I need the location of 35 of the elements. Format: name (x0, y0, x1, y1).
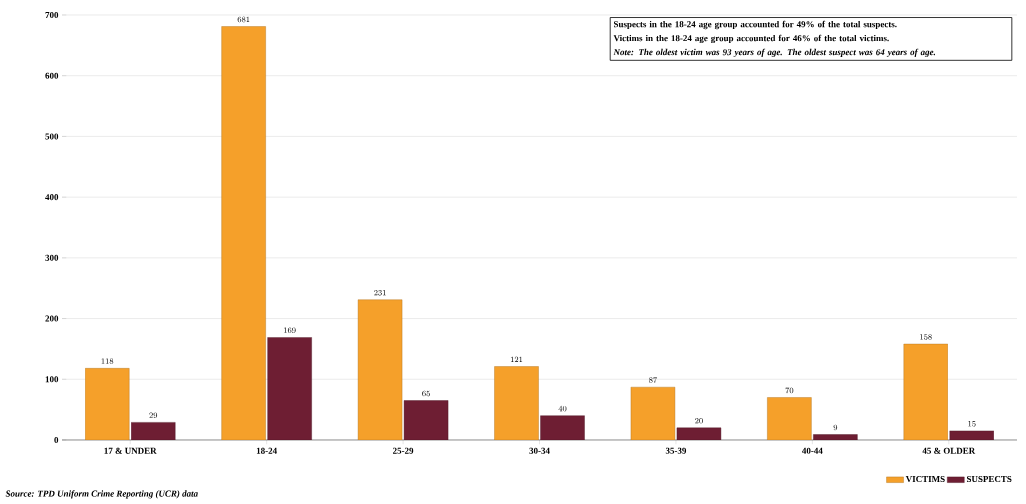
bar (267, 337, 312, 440)
y-tick-label: 600 (45, 72, 59, 79)
bar (767, 397, 812, 440)
bar (85, 368, 130, 440)
annotation: Victims in the 18-24 age group accounted for 46% of the total victims. (613, 34, 889, 44)
source-note: Source: TPD Uniform Crime Reporting (UCR) data (5, 490, 198, 499)
bar (813, 434, 858, 440)
y-tick-label: 400 (45, 194, 59, 201)
y-tick-label: 200 (45, 315, 59, 322)
bar (357, 299, 403, 440)
x-tick-label: 45 & OLDER (922, 447, 976, 454)
x-tick-label: 18-24 (256, 447, 277, 454)
y-tick-label: 100 (45, 376, 59, 383)
bar (131, 422, 176, 440)
bar (676, 427, 722, 440)
y-tick-label: 0 (54, 436, 59, 444)
bar (630, 386, 676, 440)
x-tick-label: 30-34 (529, 447, 550, 454)
annotation: Suspects in the 18-24 age group accounted for 49% of the total suspects. (614, 20, 897, 30)
x-tick-label: 25-29 (393, 447, 414, 454)
x-tick-label: 40-44 (802, 447, 823, 454)
y-tick-label: 700 (45, 11, 59, 19)
y-tick-label: 500 (45, 133, 59, 140)
bar (221, 26, 266, 440)
bar (903, 343, 948, 440)
legend-label: VICTIMS (905, 476, 945, 483)
annotation: Note: The oldest victim was 93 years of age. The oldest suspect was 64 years of age. (613, 48, 936, 58)
x-tick-label: 35-39 (665, 447, 687, 454)
bar (494, 366, 539, 440)
bar (403, 400, 449, 440)
y-tick-label: 300 (45, 254, 59, 261)
bar (540, 415, 585, 440)
bar (949, 430, 994, 440)
legend-label: SUSPECTS (966, 476, 1012, 483)
x-tick-label: 17 & UNDER (104, 447, 157, 454)
